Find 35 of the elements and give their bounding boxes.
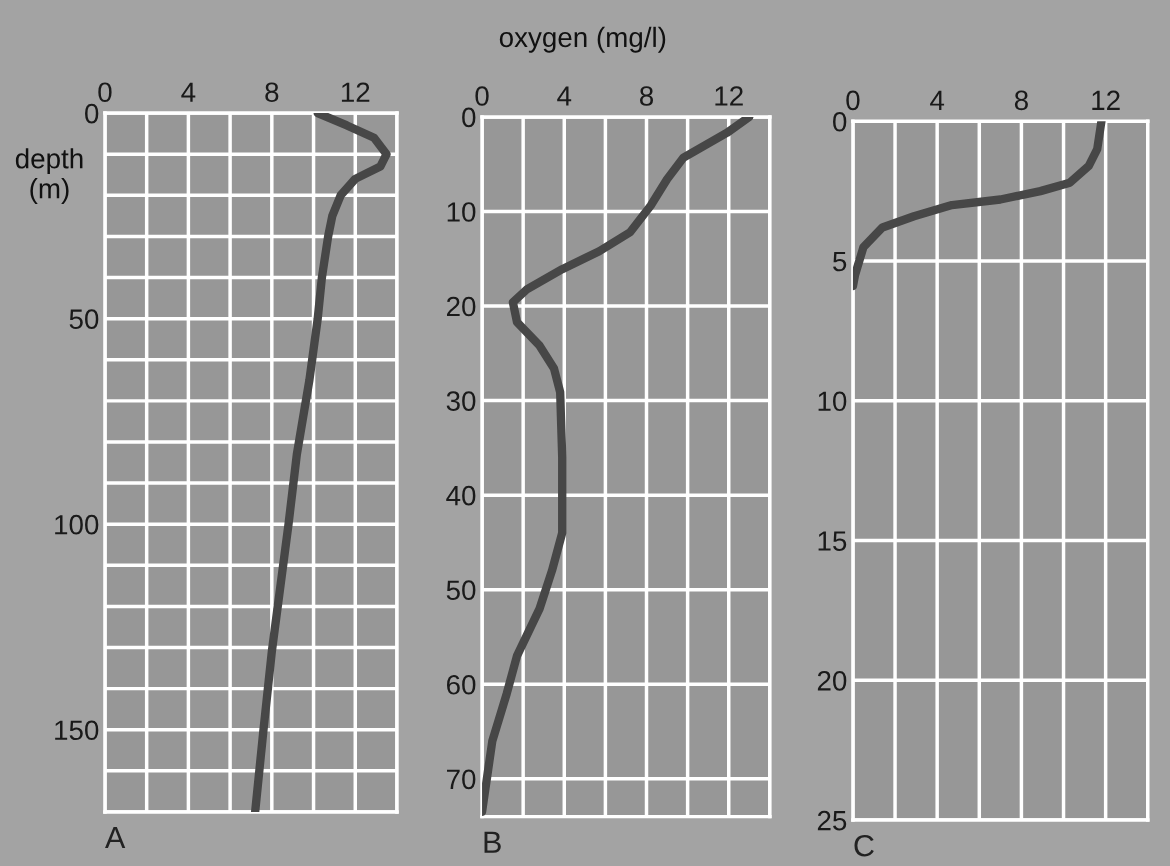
x-tick-label: 0 — [475, 86, 489, 106]
y-tick-label: 10 — [447, 202, 476, 222]
y-tick-label: 5 — [833, 251, 847, 272]
text: A — [105, 827, 126, 849]
y-tick-label: 20 — [817, 671, 847, 691]
x-tick-label: 8 — [639, 86, 654, 106]
text: C — [854, 834, 874, 857]
y-tick-label: 15 — [818, 531, 847, 551]
x-axis-title: oxygen (mg/l) — [499, 26, 666, 53]
y-tick-label: 25 — [817, 810, 847, 831]
y-tick-label: 10 — [818, 391, 847, 412]
x-tick-label: 12 — [341, 82, 370, 102]
y-tick-label: 20 — [446, 296, 476, 317]
y-tick-label: 60 — [447, 674, 476, 695]
y-tick-label: 50 — [69, 309, 99, 329]
y-axis-title: depth (m) — [15, 148, 83, 204]
y-tick-label: 0 — [833, 111, 847, 132]
y-tick-label: 100 — [55, 514, 99, 535]
y-tick-label: 70 — [447, 769, 476, 790]
x-tick-label: 12 — [1092, 90, 1120, 110]
y-tick-label: 0 — [85, 103, 99, 124]
x-tick-label: 8 — [265, 82, 279, 103]
x-tick-label: 8 — [1014, 90, 1028, 111]
y-tick-label: 50 — [446, 580, 476, 601]
y-tick-label: 150 — [55, 720, 99, 741]
x-tick-label: 4 — [181, 82, 196, 102]
y-tick-label: 40 — [446, 485, 476, 506]
x-tick-label: 0 — [846, 90, 860, 111]
x-tick-label: 0 — [98, 82, 112, 103]
y-tick-label: 0 — [462, 107, 476, 128]
x-tick-label: 4 — [557, 86, 572, 106]
text: B — [484, 831, 501, 853]
x-tick-label: 4 — [930, 90, 945, 110]
y-tick-label: 30 — [446, 391, 476, 411]
x-tick-label: 12 — [715, 86, 743, 106]
